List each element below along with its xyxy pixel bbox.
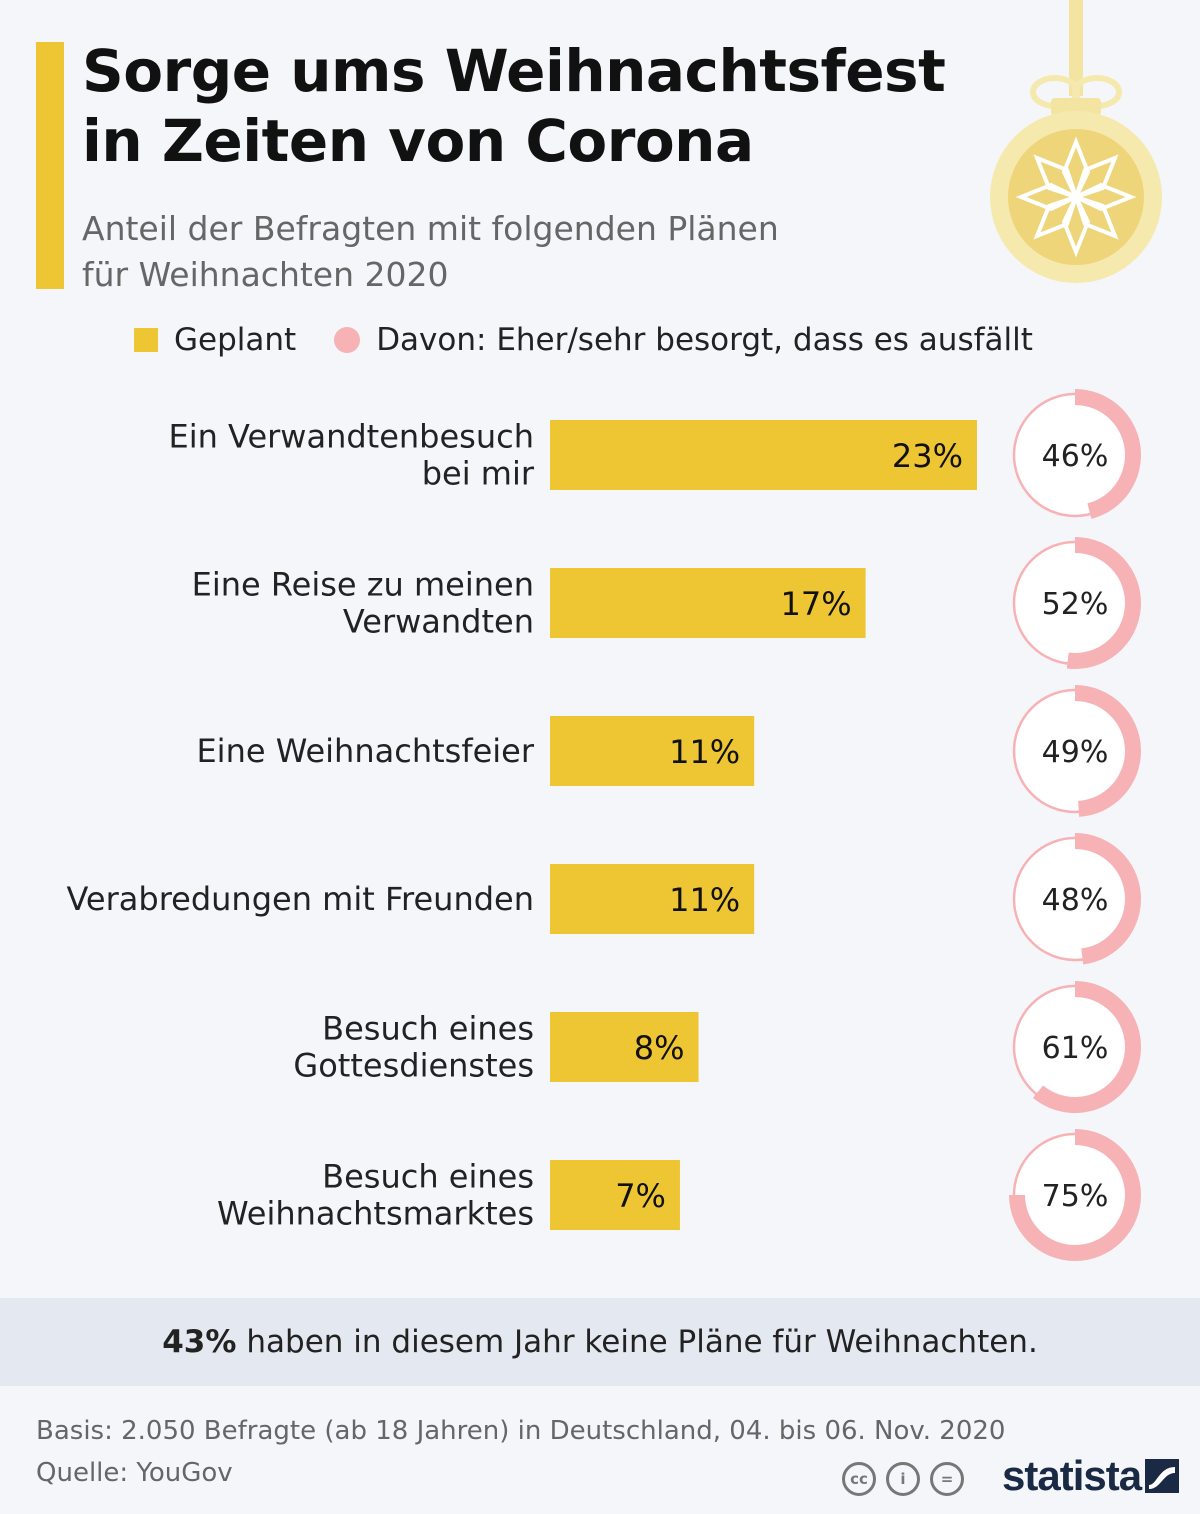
bar <box>550 420 977 490</box>
statista-wordmark: statista <box>1002 1452 1142 1499</box>
statista-logo[interactable]: statista <box>1002 1452 1180 1500</box>
category-label: Ein Verwandtenbesuch <box>168 418 534 456</box>
attribution-icon[interactable]: i <box>886 1462 920 1496</box>
legend-item-worried: Davon: Eher/sehr besorgt, dass es ausfäl… <box>334 322 1033 358</box>
legend-label-planned: Geplant <box>174 322 297 358</box>
bar-value-label: 11% <box>669 733 740 771</box>
bar-value-label: 7% <box>615 1177 666 1215</box>
page-title: Sorge ums Weihnachtsfest in Zeiten von C… <box>82 36 946 176</box>
category-label: Besuch eines <box>322 1158 534 1196</box>
title-line-1: Sorge ums Weihnachtsfest <box>82 37 946 105</box>
bar-value-label: 17% <box>780 585 851 623</box>
summary-text: haben in diesem Jahr keine Pläne für Wei… <box>246 1324 1038 1360</box>
legend-swatch-planned <box>134 328 158 352</box>
legend-label-worried: Davon: Eher/sehr besorgt, dass es ausfäl… <box>376 322 1033 358</box>
legend-swatch-worried <box>334 327 361 353</box>
license-icons: cc i = <box>842 1462 974 1496</box>
bar <box>550 1160 680 1230</box>
summary-banner: 43% haben in diesem Jahr keine Pläne für… <box>0 1298 1200 1386</box>
no-derivatives-icon[interactable]: = <box>930 1462 964 1496</box>
category-label: Verwandten <box>343 603 534 641</box>
donut-arc <box>1075 389 1142 519</box>
donut-value-label: 46% <box>1042 439 1109 474</box>
bar-value-label: 8% <box>634 1029 685 1067</box>
category-label: Besuch eines <box>322 1010 534 1048</box>
title-line-2: in Zeiten von Corona <box>82 107 754 175</box>
bar <box>550 1012 699 1082</box>
basis-note: Basis: 2.050 Befragte (ab 18 Jahren) in … <box>36 1416 1006 1446</box>
donut-arc <box>1075 685 1141 817</box>
accent-bar <box>36 42 64 289</box>
cc-license-icon[interactable]: cc <box>842 1462 876 1496</box>
donut-arc <box>1066 537 1141 669</box>
donut-value-label: 61% <box>1042 1031 1109 1066</box>
summary-value: 43% <box>162 1324 237 1360</box>
bar-value-label: 11% <box>669 881 740 919</box>
category-label: Eine Reise zu meinen <box>192 566 534 604</box>
category-label: Weihnachtsmarktes <box>217 1195 534 1233</box>
christmas-ornament-icon <box>990 0 1162 283</box>
donut-value-label: 75% <box>1042 1179 1109 1214</box>
category-label: Gottesdienstes <box>293 1047 534 1085</box>
bar <box>550 568 866 638</box>
category-label: Eine Weihnachtsfeier <box>196 732 534 770</box>
subtitle: Anteil der Befragten mit folgenden Pläne… <box>82 206 779 298</box>
statista-logo-icon <box>1145 1459 1180 1493</box>
donut-value-label: 52% <box>1042 587 1109 622</box>
donut-value-label: 48% <box>1042 883 1109 918</box>
subtitle-line-2: für Weihnachten 2020 <box>82 255 449 294</box>
category-label: bei mir <box>422 455 535 493</box>
bar-value-label: 23% <box>892 437 963 475</box>
source-note: Quelle: YouGov <box>36 1458 233 1488</box>
bar <box>550 716 755 786</box>
legend-item-planned: Geplant <box>134 322 296 358</box>
chart-legend: Geplant Davon: Eher/sehr besorgt, dass e… <box>134 322 1071 358</box>
donut-arc <box>1032 981 1141 1113</box>
source-notes: Basis: 2.050 Befragte (ab 18 Jahren) in … <box>36 1410 1005 1494</box>
subtitle-line-1: Anteil der Befragten mit folgenden Pläne… <box>82 209 779 248</box>
bar <box>550 864 755 934</box>
category-label: Verabredungen mit Freunden <box>67 880 534 918</box>
donut-value-label: 49% <box>1042 735 1109 770</box>
donut-arc <box>1075 833 1141 965</box>
